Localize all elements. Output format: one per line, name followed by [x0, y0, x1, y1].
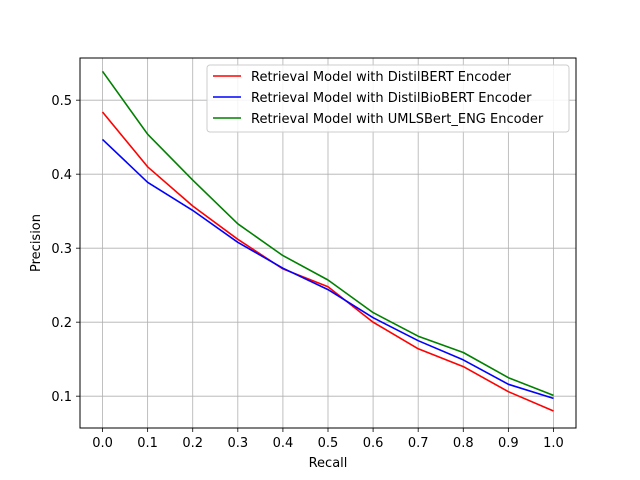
series-line-2 — [101, 70, 554, 397]
x-tick-label: 0.2 — [182, 436, 203, 451]
series-line-1 — [101, 138, 554, 400]
x-tick-label: 0.0 — [92, 436, 113, 451]
y-axis-label: Precision — [29, 214, 44, 272]
x-tick-label: 0.4 — [273, 436, 294, 451]
series-lines — [101, 70, 554, 412]
x-tick-label: 0.8 — [453, 436, 474, 451]
x-tick-label: 0.5 — [318, 436, 339, 451]
legend-label: Retrieval Model with UMLSBert_ENG Encode… — [251, 112, 544, 127]
y-tick-label: 0.5 — [51, 94, 72, 109]
y-tick-label: 0.4 — [51, 168, 72, 183]
x-tick-label: 1.0 — [543, 436, 564, 451]
legend-label: Retrieval Model with DistilBERT Encoder — [251, 70, 512, 85]
y-tick-label: 0.3 — [51, 242, 72, 257]
legend-box — [206, 64, 570, 133]
legend: Retrieval Model with DistilBERT Encoder R… — [206, 64, 570, 133]
x-tick-label: 0.7 — [408, 436, 429, 451]
x-tick-label: 0.1 — [137, 436, 158, 451]
x-tick-label: 0.9 — [498, 436, 519, 451]
axis-ticks: 0.0 0.1 0.2 0.3 0.4 0.5 0.6 0.7 0.8 0.9 1.0 0.1 0.2 0… — [51, 94, 563, 451]
y-tick-label: 0.2 — [51, 316, 72, 331]
legend-label: Retrieval Model with DistilBioBERT Encod… — [251, 91, 532, 106]
x-tick-label: 0.3 — [227, 436, 248, 451]
x-tick-label: 0.6 — [363, 436, 384, 451]
x-axis-label: Recall — [309, 456, 348, 471]
series-line-0 — [101, 111, 554, 412]
y-tick-label: 0.1 — [51, 390, 72, 405]
